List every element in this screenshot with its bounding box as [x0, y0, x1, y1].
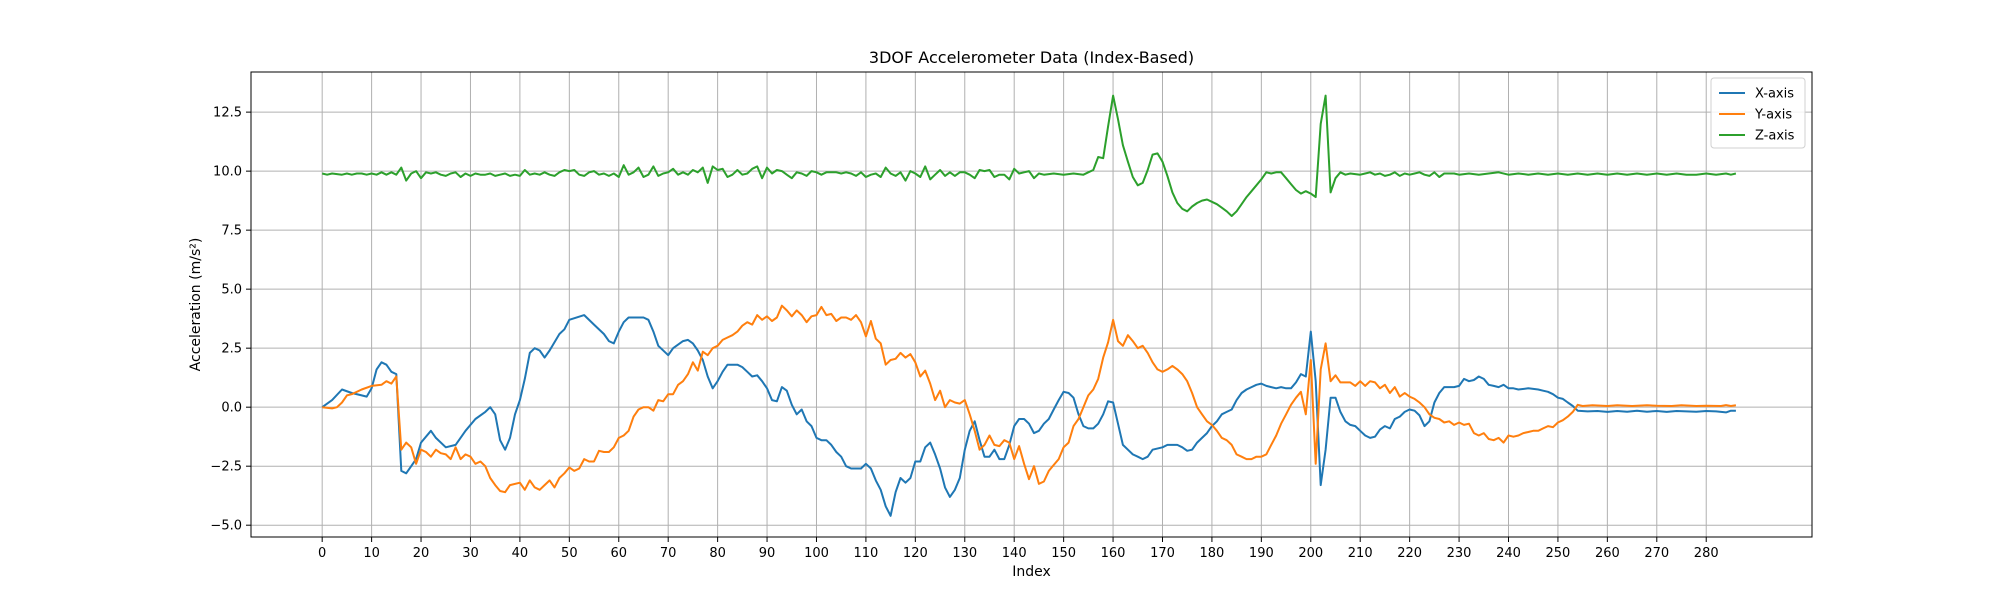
x-tick-label: 210 [1348, 546, 1373, 561]
chart-title: 3DOF Accelerometer Data (Index-Based) [869, 48, 1194, 67]
x-tick-label: 160 [1101, 546, 1126, 561]
x-tick-label: 40 [512, 546, 529, 561]
y-tick-label: 7.5 [221, 224, 242, 239]
y-tick-label: 5.0 [221, 283, 242, 298]
y-tick-label: 10.0 [213, 165, 242, 180]
series-line-x-axis [321, 314, 1736, 517]
series-lines [321, 94, 1737, 517]
x-tick-label: 70 [660, 546, 677, 561]
x-tick-label: 200 [1298, 546, 1323, 561]
legend-label: Y-axis [1754, 108, 1792, 123]
x-tick-label: 240 [1496, 546, 1521, 561]
y-tick-label: 2.5 [221, 342, 242, 357]
series-line-z-axis [321, 94, 1737, 217]
plot-frame [250, 71, 1813, 538]
series-line-y-axis [322, 304, 1737, 494]
x-tick-label: 10 [363, 546, 380, 561]
x-tick-label: 100 [804, 546, 829, 561]
legend-label: Z-axis [1755, 129, 1795, 144]
x-tick-label: 20 [413, 546, 430, 561]
y-axis-label: Acceleration (m/s²) [188, 238, 204, 372]
x-tick-label: 60 [610, 546, 627, 561]
y-tick-label: 12.5 [213, 106, 242, 121]
x-tick-label: 280 [1694, 546, 1719, 561]
x-tick-label: 140 [1002, 546, 1027, 561]
x-tick-label: 30 [462, 546, 479, 561]
x-tick-label: 260 [1595, 546, 1620, 561]
x-tick-label: 130 [952, 546, 977, 561]
x-tick-label: 50 [561, 546, 578, 561]
x-tick-label: 220 [1397, 546, 1422, 561]
grid-lines [251, 72, 1812, 537]
x-tick-label: 90 [759, 546, 776, 561]
x-tick-label: 170 [1150, 546, 1175, 561]
x-tick-label: 0 [318, 546, 326, 561]
legend: X-axis Y-axis Z-axis [1710, 77, 1806, 149]
y-tick-label: 0.0 [221, 401, 242, 416]
x-tick-label: 180 [1200, 546, 1225, 561]
x-tick-label: 150 [1051, 546, 1076, 561]
legend-label: X-axis [1755, 87, 1794, 102]
x-tick-label: 80 [709, 546, 726, 561]
x-tick-label: 250 [1546, 546, 1571, 561]
x-tick-label: 230 [1447, 546, 1472, 561]
x-axis-ticks: 0 10 20 30 40 50 60 70 80 90 100 110 120 130 140 150 160… [318, 537, 1719, 561]
x-tick-label: 270 [1644, 546, 1669, 561]
x-tick-label: 110 [853, 546, 878, 561]
x-tick-label: 190 [1249, 546, 1274, 561]
y-axis-ticks: −5.0 −2.5 0.0 2.5 5.0 7.5 10.0 12.5 [210, 106, 251, 534]
y-tick-label: −5.0 [210, 519, 242, 534]
legend-box [1710, 77, 1806, 149]
y-tick-label: −2.5 [210, 460, 242, 475]
x-axis-label: Index [1012, 564, 1051, 580]
x-tick-label: 120 [903, 546, 928, 561]
